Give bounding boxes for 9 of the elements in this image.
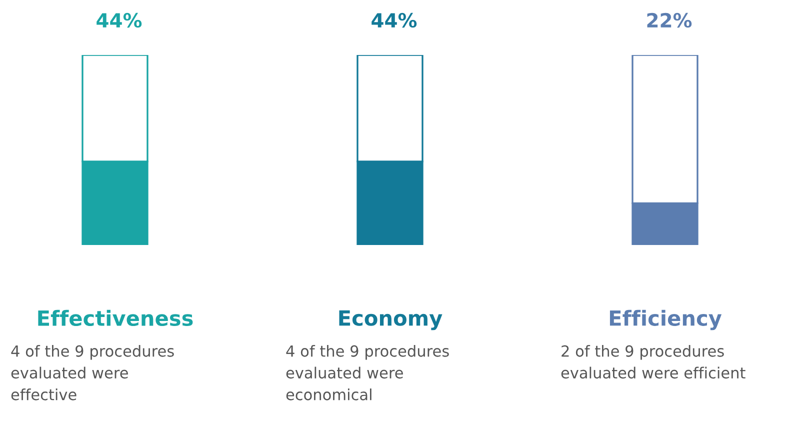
data-label: 44%	[372, 12, 417, 28]
text: 4 of the 9 procedures evaluated were economical	[286, 345, 449, 400]
x-tick-label: Efficiency	[610, 310, 722, 330]
data-label: 44%	[96, 12, 142, 28]
data-label: 22%	[647, 12, 692, 28]
x-tick-label: Effectiveness	[38, 310, 193, 326]
x-tick-label: Economy	[339, 310, 442, 330]
text: 4 of the 9 procedures evaluated were effective	[11, 345, 174, 400]
text: 2 of the 9 procedures evaluated were efficient	[561, 345, 746, 379]
